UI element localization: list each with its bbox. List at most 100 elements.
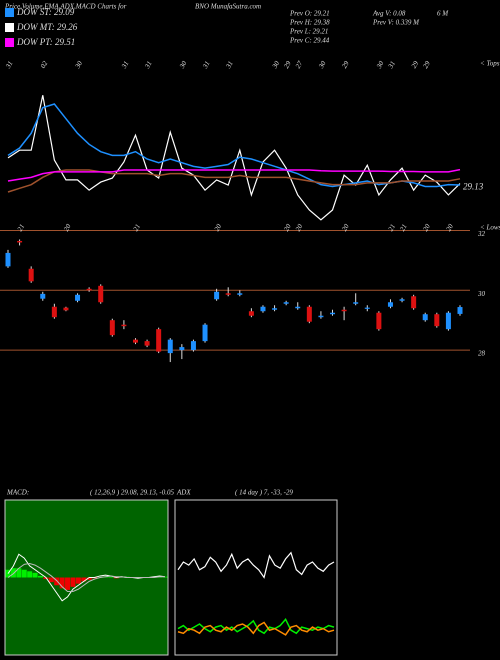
x-tick-label: 31 (386, 60, 397, 71)
x-tick-label: 30 (317, 59, 328, 70)
candle-body (17, 240, 23, 243)
histogram-bar (65, 577, 71, 590)
stat: Prev H: 29.38 (289, 19, 330, 27)
legend-label: DOW MT: 29.26 (16, 22, 78, 32)
stat: Avg V: 0.08 (372, 10, 406, 18)
candle-body (341, 309, 347, 312)
candle-body (260, 306, 266, 312)
x-tick-label: 21 (132, 223, 142, 233)
page-title: Price,Volume,EMA,ADX,MACD Charts for (4, 3, 127, 11)
candle-body (387, 302, 393, 307)
panel (174, 499, 338, 656)
legend-swatch (5, 23, 14, 32)
x-tick-label: 20 (294, 222, 305, 232)
candle-body (98, 285, 104, 303)
histogram-bar (10, 568, 16, 578)
candle-body (156, 329, 162, 352)
panel-title: MACD: (6, 489, 29, 497)
x-tick-label: 30 (73, 59, 84, 70)
histogram-bar (75, 577, 81, 584)
candle-body (364, 307, 370, 309)
x-tick-label: 30 (178, 59, 189, 70)
candle-body (318, 315, 324, 318)
stat: Prev C: 29.44 (289, 37, 330, 45)
candle-body (248, 311, 254, 316)
site-name: BNO MunafaSutra.com (195, 3, 261, 11)
x-tick-label: 20 (282, 222, 293, 232)
candle-body (353, 302, 359, 304)
candle-body (399, 299, 405, 301)
candle-body (75, 294, 81, 301)
x-tick-label: 21 (398, 223, 408, 233)
histogram-bar (54, 577, 60, 586)
legend-label: DOW PT: 29.51 (16, 37, 75, 47)
candle-body (5, 252, 11, 267)
candle-body (272, 308, 278, 310)
stat: Prev V: 0.339 M (372, 19, 420, 27)
legend-label: DOW ST: 29.09 (16, 7, 75, 17)
x-tick-label: 31 (201, 60, 212, 71)
panel-title: ADX (176, 489, 191, 497)
candle-body (179, 347, 185, 351)
x-tick-label: 31 (120, 60, 131, 71)
x-tick-label: 20 (421, 222, 432, 232)
corner-label: < Tops (480, 60, 500, 68)
x-tick-label: 29 (282, 59, 293, 69)
candle-body (190, 341, 196, 351)
x-tick-label: 20 (213, 222, 224, 232)
candle-body (306, 306, 312, 322)
x-tick-label: 27 (294, 59, 305, 69)
candle-body (167, 339, 173, 354)
stat: Prev L: 29.21 (289, 28, 328, 36)
candle-body (457, 307, 463, 314)
histogram-bar (27, 571, 33, 578)
series-line (7, 168, 461, 182)
y-tick-label: 30 (477, 290, 486, 298)
candle-body (445, 312, 451, 330)
candle-body (376, 312, 382, 330)
x-tick-label: 20 (445, 222, 456, 232)
candle-body (422, 314, 428, 321)
histogram-bar (32, 572, 38, 578)
candle-body (132, 339, 138, 343)
candle-body (214, 291, 220, 300)
candle-body (237, 293, 243, 295)
x-tick-label: 31 (224, 60, 235, 71)
x-tick-label: 21 (16, 223, 26, 233)
annotation: 29.13 (463, 182, 484, 192)
series-line (177, 621, 335, 636)
x-tick-label: 30 (270, 59, 281, 70)
candle-body (121, 324, 127, 327)
panel-params: ( 12,26,9 ) 29.08, 29.13, -0.05 (90, 489, 174, 497)
y-tick-label: 32 (477, 230, 486, 238)
series-line (7, 563, 165, 592)
histogram-bar (70, 577, 76, 587)
candle-body (411, 296, 417, 309)
legend-swatch (5, 38, 14, 47)
legend-swatch (5, 8, 14, 17)
candle-body (283, 302, 289, 304)
histogram-bar (86, 577, 92, 580)
series-line (177, 551, 335, 579)
series-line (7, 103, 461, 188)
candle-body (109, 320, 115, 336)
x-tick-label: 31 (4, 60, 15, 71)
histogram-bar (37, 575, 43, 578)
x-tick-label: 20 (340, 222, 351, 232)
stat: 6 M (437, 10, 449, 18)
candle-body (295, 306, 301, 309)
x-tick-label: 29 (340, 59, 351, 69)
histogram-bar (48, 577, 54, 583)
x-tick-label: 02 (39, 59, 50, 69)
series-line (7, 553, 166, 602)
histogram-bar (108, 576, 114, 578)
corner-label: < Lows (480, 224, 500, 232)
x-tick-label: 21 (387, 223, 397, 233)
x-tick-label: 31 (143, 60, 154, 71)
histogram-bar (59, 577, 65, 589)
histogram-bar (16, 568, 22, 578)
candle-body (144, 341, 150, 346)
candle-body (28, 268, 34, 282)
